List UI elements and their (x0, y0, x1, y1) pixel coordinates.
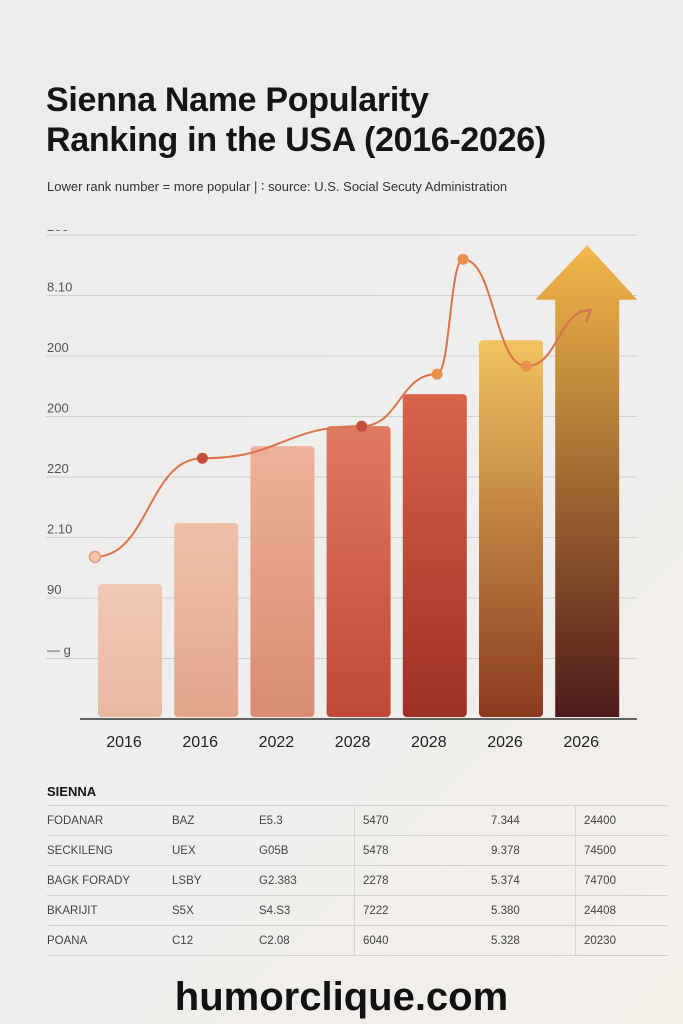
table-cell: 5478 (354, 835, 491, 866)
y-tick-label: 206 (47, 230, 69, 234)
table-cell: 5.328 (491, 925, 576, 956)
table-title: SIENNA (47, 784, 97, 799)
y-tick-label: 2.10 (47, 522, 72, 537)
table-cell: 7.344 (491, 805, 576, 836)
bar (174, 522, 239, 717)
bars (98, 245, 638, 717)
table-cell: 2278 (354, 865, 491, 896)
table-cell: LSBY (172, 865, 259, 896)
table-cell: E5.3 (259, 805, 355, 836)
grid: — g 90 2.10 220 200 200 8.10 206 (46, 230, 637, 720)
table-row: FODANAR BAZ E5.3 5470 7.344 24400 (47, 805, 667, 836)
x-tick-label: 2022 (259, 734, 295, 751)
table-cell: BAZ (172, 805, 259, 836)
trend-point (520, 360, 532, 372)
y-tick-label: 90 (47, 582, 61, 597)
table-cell: BAGK FORADY (47, 865, 172, 896)
x-tick-label: 2016 (106, 734, 142, 751)
trend-point (457, 253, 469, 265)
trend-point (431, 368, 443, 380)
trend-point (196, 452, 208, 464)
trend-point (88, 550, 102, 564)
table-cell: S5X (172, 895, 259, 926)
trend-arrowhead-icon (578, 308, 593, 323)
bar (250, 446, 315, 717)
table-cell: C2.08 (259, 925, 355, 956)
data-table: FODANAR BAZ E5.3 5470 7.344 24400 SECKILENG UEX… (47, 805, 667, 956)
watermark: humorclique.com (174, 975, 509, 1019)
y-tick-label: 200 (47, 340, 69, 355)
bar (326, 426, 391, 717)
table-cell: POANA (47, 925, 172, 956)
table-cell: 24408 (575, 895, 667, 926)
table-cell: FODANAR (47, 805, 172, 836)
table-cell: C12 (172, 925, 259, 956)
table-cell: 6040 (354, 925, 491, 956)
y-tick-label: 200 (47, 401, 69, 416)
x-axis-labels: 2016 2016 2022 2028 2028 2026 2026 (106, 734, 599, 751)
trend-line-path (94, 258, 591, 558)
title-line-2: Ranking in the USA (2016-2026) (46, 121, 546, 159)
table-cell: 74700 (575, 865, 667, 896)
title-line-1: Sienna Name Popularity (46, 81, 429, 119)
trend-point (356, 420, 368, 432)
table-cell: S4.S3 (259, 895, 355, 926)
table-row: SECKILENG UEX G05B 5478 9.378 74500 (47, 835, 667, 866)
table-cell: 5.380 (491, 895, 576, 926)
table-cell: 20230 (575, 925, 667, 956)
x-tick-label: 2026 (563, 734, 599, 751)
page-title: Sienna Name Popularity Ranking in the USA… (46, 80, 546, 160)
table-cell: G2.383 (259, 865, 355, 896)
table-row: POANA C12 C2.08 6040 5.328 20230 (47, 925, 667, 956)
x-tick-label: 2016 (182, 734, 218, 751)
bar-arrow (535, 245, 638, 717)
trend-line (88, 253, 593, 564)
table-cell: 24400 (575, 805, 667, 836)
subtitle: Lower rank number = more popular | ∶ sou… (47, 179, 508, 194)
y-tick-label: 220 (47, 461, 69, 476)
table-cell: 74500 (575, 835, 667, 866)
bar (402, 394, 467, 717)
table-row: BAGK FORADY LSBY G2.383 2278 5.374 74700 (47, 865, 667, 896)
table-row: BKARIJIT S5X S4.S3 7222 5.380 24408 (47, 895, 667, 926)
y-tick-label: 8.10 (47, 280, 72, 295)
table-cell: G05B (259, 835, 355, 866)
table-cell: SECKILENG (47, 835, 172, 866)
bar (98, 584, 162, 717)
table-cell: 9.378 (491, 835, 576, 866)
table-cell: UEX (172, 835, 259, 866)
bar (479, 340, 543, 717)
x-tick-label: 2028 (335, 734, 371, 751)
x-tick-label: 2026 (487, 734, 523, 751)
table-cell: 7222 (354, 895, 491, 926)
table-cell: 5470 (354, 805, 491, 836)
y-tick-label: — g (47, 643, 71, 658)
table-cell: BKARIJIT (47, 895, 172, 926)
x-tick-label: 2028 (411, 734, 447, 751)
table-cell: 5.374 (491, 865, 576, 896)
